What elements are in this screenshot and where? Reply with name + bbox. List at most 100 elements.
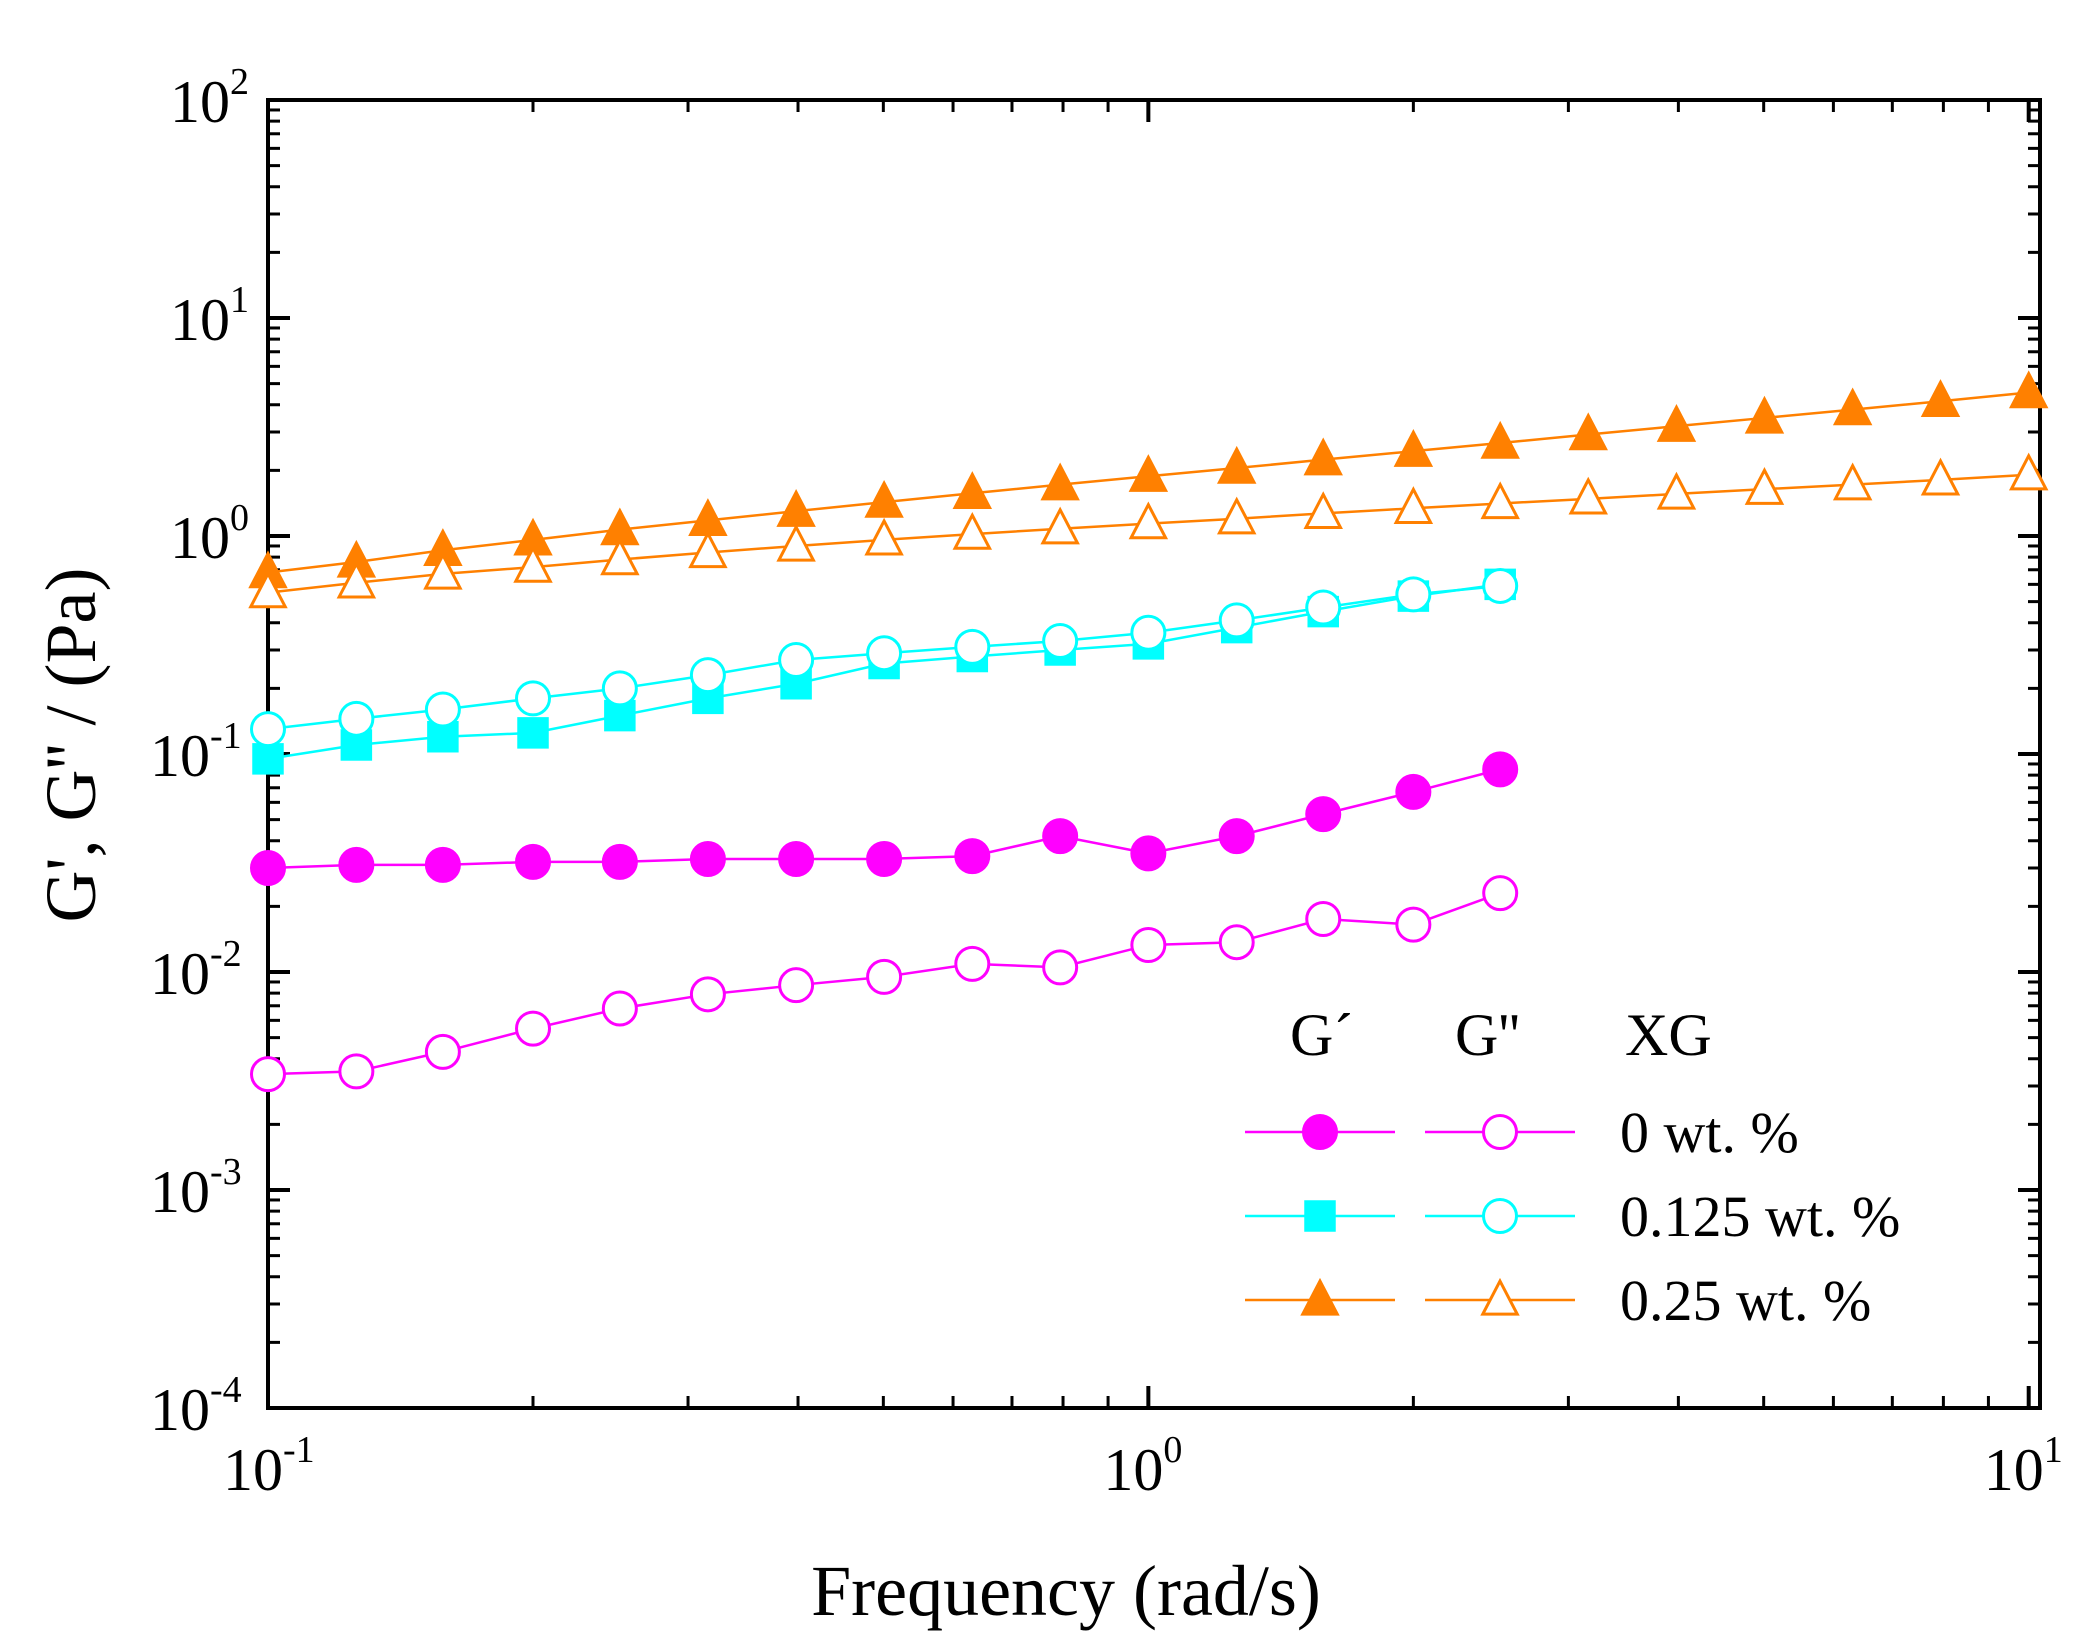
data-point [1393,429,1434,467]
series-4 [248,370,2049,589]
data-point [1482,875,1519,912]
legend-marker-g-double-prime [1482,1114,1518,1150]
data-point [1218,818,1255,855]
data-point [1832,387,1873,426]
data-point [1305,901,1342,938]
data-point [250,1056,286,1093]
legend-marker-g-prime [1304,1200,1336,1232]
data-point [1482,567,1519,604]
y-tick-exponent: -1 [210,715,242,757]
data-point [1656,404,1697,442]
data-point [778,840,815,877]
y-tick-exponent: 2 [230,61,249,103]
data-point [252,743,284,775]
legend-header-g-double-prime: G'' [1455,1002,1520,1068]
data-point [1305,796,1342,833]
x-tick-label: 10-1 [223,1429,315,1503]
y-tick-exponent: 1 [230,279,249,321]
data-point [1480,420,1520,459]
y-tick-exponent: 0 [230,497,249,539]
data-point [1744,467,1785,505]
y-tick-label: 10-1 [150,715,242,789]
data-point [689,657,726,694]
legend-marker-g-prime [1300,1277,1340,1316]
series-layer [248,370,2049,1093]
data-point [248,570,288,609]
legend-marker-g-double-prime [1480,1277,1520,1316]
legend-header-xg: XG [1625,1002,1712,1068]
data-point [1128,454,1169,492]
data-point [1130,835,1167,872]
data-point [1568,412,1608,451]
data-point [1040,462,1080,501]
data-point [952,471,993,509]
x-tick-label: 101 [1984,1429,2063,1503]
data-point [1920,379,1961,417]
data-point [954,945,991,982]
data-point [424,691,461,728]
data-point [776,523,816,562]
data-point [601,990,638,1027]
data-point [1656,471,1697,510]
data-point [1395,576,1432,613]
legend-label: 0.125 wt. % [1620,1184,1900,1249]
y-tick-label: 102 [170,61,249,135]
data-point [1042,818,1079,855]
data-point [1218,602,1255,639]
y-tick-exponent: -2 [210,933,242,975]
data-point [601,843,638,880]
data-point [338,700,375,737]
series-5 [248,452,2049,609]
legend: G´ G'' XG 0 wt. % 0.125 wt. % 0.25 wt. % [1245,1002,1900,1333]
data-point [866,958,903,995]
data-point [954,838,991,875]
data-point [1128,501,1169,540]
data-point [250,849,286,886]
data-point [1216,496,1257,535]
data-point [1832,462,1873,501]
legend-label: 0.25 wt. % [1620,1268,1871,1333]
data-point [866,840,903,877]
data-point [424,846,461,883]
data-point [1568,476,1608,515]
series-3 [250,567,1519,748]
data-point [515,680,552,717]
data-point [1218,924,1255,961]
series-0 [250,751,1519,886]
data-point [336,560,377,599]
data-point [424,1033,461,1070]
x-tick-exponent: 0 [1163,1429,1182,1471]
legend-label: 0 wt. % [1620,1100,1799,1165]
data-point [1042,949,1079,986]
legend-marker-g-double-prime [1482,1198,1518,1234]
data-point [864,517,904,556]
data-point [864,479,904,518]
data-point [2008,370,2049,409]
data-point [517,717,549,749]
data-point [1920,457,1961,496]
data-point [423,551,463,590]
data-point [600,537,640,576]
data-point [1305,589,1342,626]
data-point [513,544,553,583]
x-tick-exponent: 1 [2044,1429,2063,1471]
data-point [952,511,993,550]
data-point [778,967,815,1004]
data-point [1744,395,1785,434]
data-point [1303,437,1343,476]
data-point [866,635,903,672]
y-tick-label: 100 [170,497,249,571]
data-point [1395,906,1432,943]
legend-marker-g-prime [1302,1114,1338,1150]
y-tick-label: 101 [170,279,249,353]
data-point [338,846,375,883]
legend-header-g-prime: G´ [1290,1002,1353,1068]
data-point [515,843,552,880]
data-point [1482,751,1519,788]
data-point [338,1053,375,1090]
x-tick-exponent: -1 [283,1429,315,1471]
y-tick-label: 10-2 [150,933,242,1007]
